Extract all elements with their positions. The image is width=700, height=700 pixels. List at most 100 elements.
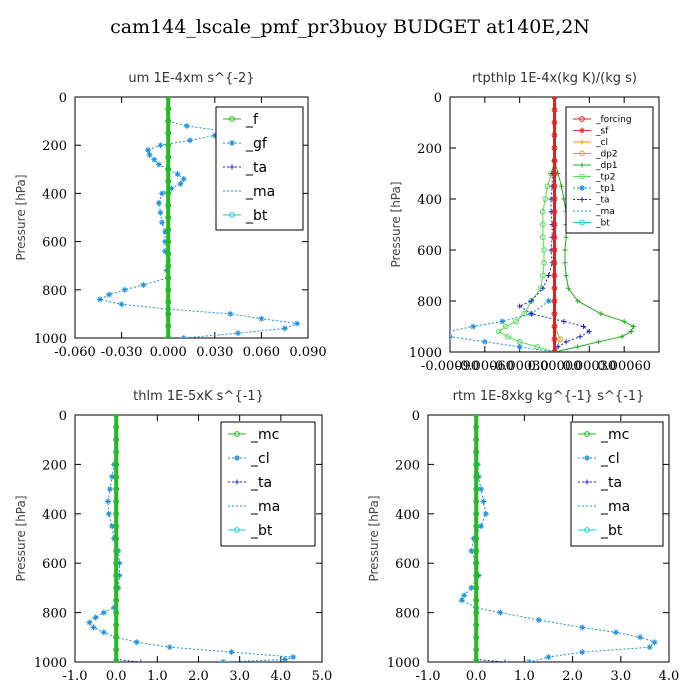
data-point (579, 624, 586, 631)
x-tick-label: 2.0 (562, 669, 583, 684)
x-tick-label: -0.00090 (421, 359, 479, 374)
data-point (621, 318, 627, 324)
data-point (157, 142, 164, 149)
data-point (177, 180, 184, 187)
legend-label: _cl (600, 451, 620, 467)
legend-label: _bt (600, 523, 623, 539)
data-point (651, 639, 658, 646)
data-point (113, 560, 120, 567)
data-point (505, 333, 511, 340)
legend-label: _sf (595, 127, 609, 137)
data-point (235, 330, 242, 337)
data-point (473, 449, 480, 455)
legend-label: _dp1 (595, 161, 618, 171)
data-point (165, 286, 172, 293)
y-tick-label: 0 (59, 409, 67, 424)
data-point (473, 547, 480, 554)
legend-marker (229, 212, 235, 218)
x-tick-label: 0.000 (150, 345, 187, 360)
legend-label: _tp2 (595, 173, 615, 183)
data-point (183, 122, 190, 129)
legend-label: _dp2 (595, 150, 618, 160)
data-point (113, 646, 120, 653)
y-tick-label: 0 (412, 409, 420, 424)
legend-marker (234, 431, 240, 437)
data-point (473, 572, 480, 579)
legend: _mc _cl _ta _ma _bt (570, 421, 664, 547)
data-point (539, 234, 546, 241)
data-point (478, 523, 485, 530)
y-tick-label: 600 (42, 236, 67, 251)
data-point (473, 415, 480, 418)
legend-marker (234, 527, 240, 533)
legend-label: _ta (595, 196, 610, 206)
x-tick-label: -0.060 (54, 345, 96, 360)
data-point (541, 247, 547, 253)
x-tick-label: -0.00030 (491, 359, 549, 374)
data-point (539, 272, 546, 279)
legend-marker (579, 219, 585, 226)
data-point (517, 303, 523, 309)
data-point (180, 335, 187, 338)
data-point (458, 597, 465, 604)
data-point (612, 629, 619, 636)
legend-box (570, 421, 664, 547)
data-point (575, 344, 581, 350)
data-point (473, 622, 480, 628)
legend-marker (579, 162, 585, 168)
data-point (146, 151, 153, 158)
data-point (579, 649, 586, 656)
data-point (473, 473, 480, 480)
data-point (294, 320, 301, 327)
legend-marker (579, 150, 585, 157)
data-point (113, 523, 120, 530)
x-tick-label: 0.00030 (562, 359, 616, 374)
y-tick-label: 800 (395, 607, 420, 622)
data-point (86, 619, 93, 626)
figure-title: cam144_lscale_pmf_pr3buoy BUDGET at140E,… (110, 16, 590, 38)
x-tick-label: 0.0 (106, 669, 127, 684)
x-tick-label: -0.00060 (456, 359, 514, 374)
data-point (113, 461, 120, 468)
legend-label: _ta (245, 160, 267, 176)
data-point (473, 597, 480, 604)
data-point (646, 644, 653, 651)
data-point (165, 298, 172, 305)
data-point (165, 214, 172, 221)
data-point (473, 486, 480, 493)
data-point (563, 234, 569, 240)
y-tick-label: 200 (417, 142, 442, 157)
y-tick-label: 400 (42, 508, 67, 523)
data-point (165, 106, 172, 112)
data-point (539, 208, 546, 215)
data-point (113, 436, 120, 443)
data-point (138, 659, 144, 662)
subplot-title: rtpthlp 1E-4x(kg K)/(kg s) (472, 71, 637, 86)
x-tick-label: 1.0 (147, 669, 168, 684)
data-point (113, 572, 120, 579)
legend-marker (584, 455, 590, 461)
data-point (165, 178, 172, 185)
data-point (548, 247, 554, 253)
data-point (151, 156, 158, 163)
y-tick-label: 200 (42, 458, 67, 473)
data-point (166, 644, 173, 651)
x-tick-label: 2.0 (188, 669, 209, 684)
x-tick-label: 1.0 (514, 669, 535, 684)
data-point (113, 486, 120, 493)
x-tick-label: 4.0 (270, 669, 291, 684)
data-point (526, 659, 533, 662)
data-point (495, 328, 502, 335)
data-point (551, 157, 558, 164)
data-point (535, 617, 542, 624)
data-point (551, 323, 558, 330)
data-point (96, 296, 103, 303)
data-point (155, 161, 162, 168)
x-tick-label: 0.0 (466, 669, 487, 684)
data-point (562, 247, 568, 253)
data-point (281, 656, 288, 662)
data-point (165, 190, 172, 197)
data-point (551, 106, 558, 113)
plot-frame (74, 96, 309, 339)
legend-label: _ma (245, 184, 275, 200)
